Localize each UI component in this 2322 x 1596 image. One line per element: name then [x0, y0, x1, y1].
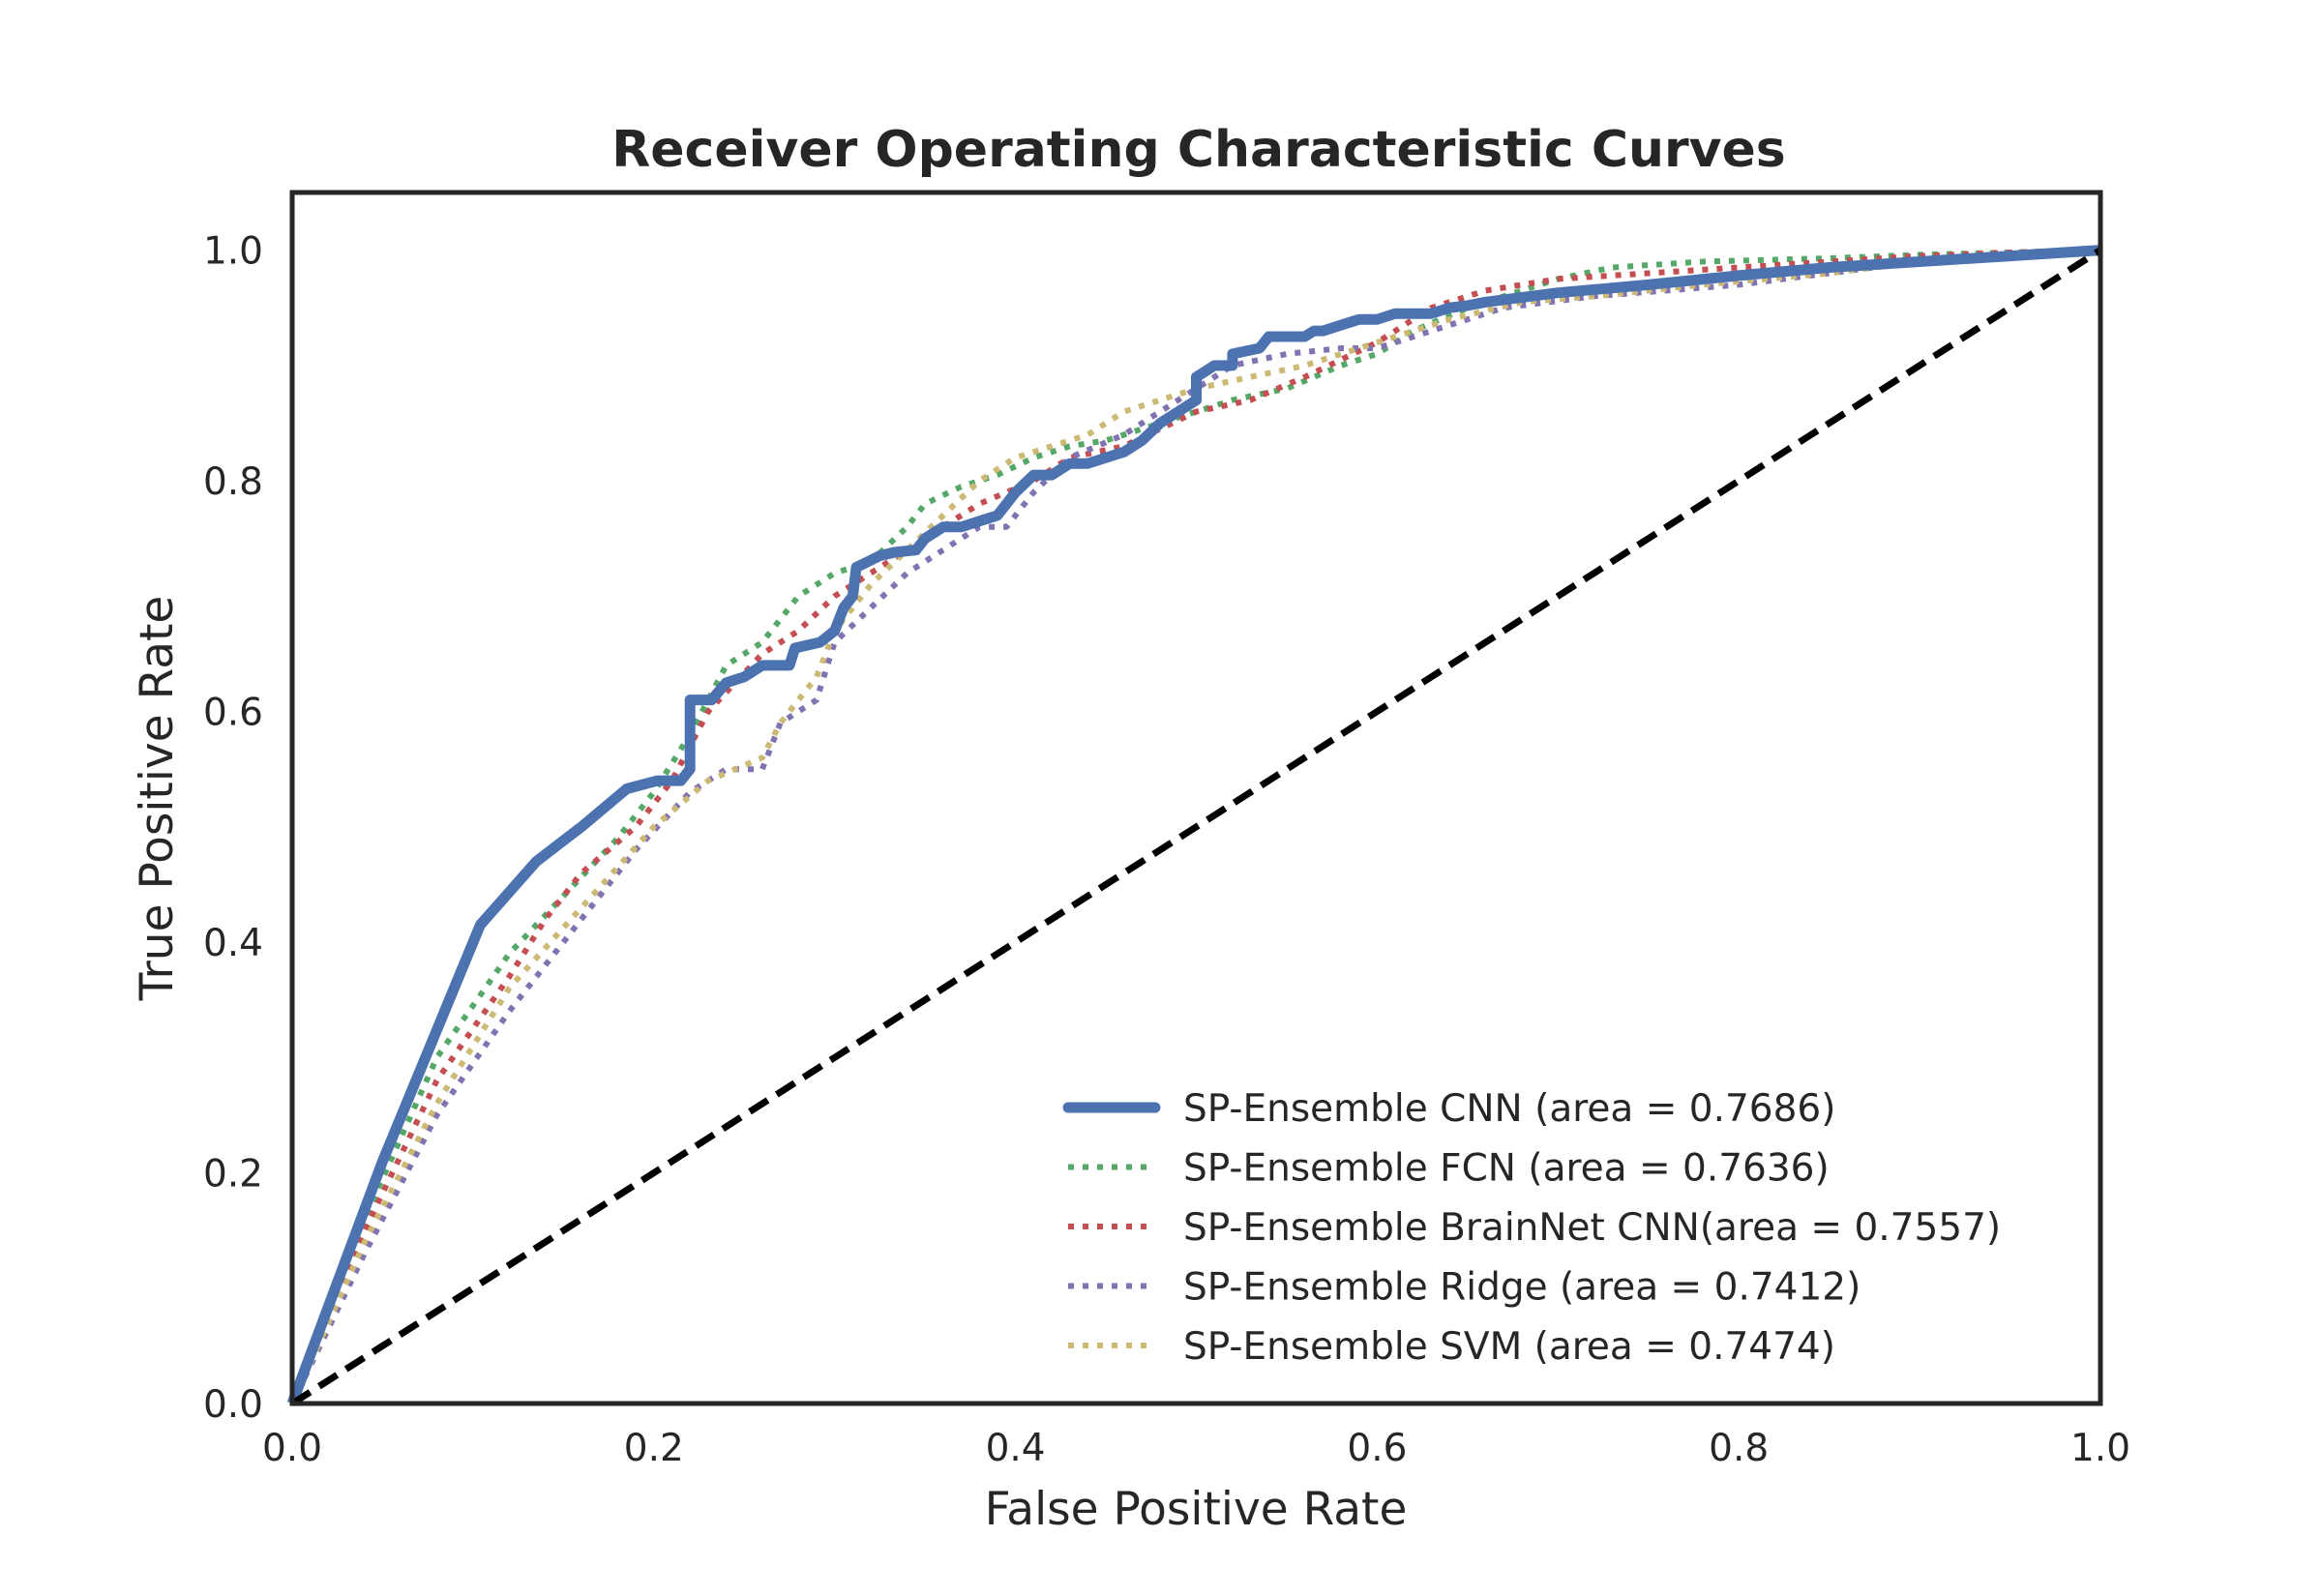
chart-title: Receiver Operating Characteristic Curves	[611, 121, 1786, 179]
legend-label: SP-Ensemble CNN (area = 0.7686)	[1183, 1087, 1835, 1131]
x-tick-label: 1.0	[2070, 1427, 2130, 1470]
x-axis-label: False Positive Rate	[985, 1483, 1408, 1536]
x-tick-label: 0.4	[986, 1427, 1046, 1470]
y-tick-label: 0.6	[203, 692, 263, 735]
legend-label: SP-Ensemble BrainNet CNN(area = 0.7557)	[1183, 1206, 2001, 1250]
y-tick-label: 0.4	[203, 922, 263, 965]
y-axis-label: True Positive Rate	[131, 596, 184, 1002]
legend: SP-Ensemble CNN (area = 0.7686) SP-Ensemb…	[1062, 1087, 2001, 1369]
y-tick-label: 0.0	[203, 1383, 263, 1427]
x-tick-label: 0.0	[262, 1427, 322, 1470]
series-line-sp-ensemble-svm	[289, 247, 2101, 1405]
series-line-sp-ensemble-fcn	[289, 247, 2101, 1405]
x-tick-label: 0.6	[1347, 1427, 1407, 1470]
legend-label: SP-Ensemble SVM (area = 0.7474)	[1183, 1325, 1835, 1369]
y-tick-labels: 0.0 0.2 0.4 0.6 0.8 1.0	[203, 230, 263, 1427]
series-line-sp-ensemble-brainnet-cnn	[289, 247, 2101, 1405]
x-tick-labels: 0.0 0.2 0.4 0.6 0.8 1.0	[262, 1427, 2130, 1470]
x-tick-label: 0.8	[1709, 1427, 1769, 1470]
plot-frame	[289, 190, 2103, 1406]
x-tick-label: 0.2	[624, 1427, 684, 1470]
y-tick-label: 0.2	[203, 1153, 263, 1197]
plot-area	[286, 245, 2102, 1406]
series-line-sp-ensemble-cnn	[286, 245, 2101, 1405]
legend-label: SP-Ensemble FCN (area = 0.7636)	[1183, 1147, 1830, 1191]
y-tick-label: 0.8	[203, 460, 263, 504]
legend-label: SP-Ensemble Ridge (area = 0.7412)	[1183, 1266, 1861, 1310]
chance-diagonal-line	[290, 247, 2102, 1406]
y-tick-label: 1.0	[203, 230, 263, 274]
